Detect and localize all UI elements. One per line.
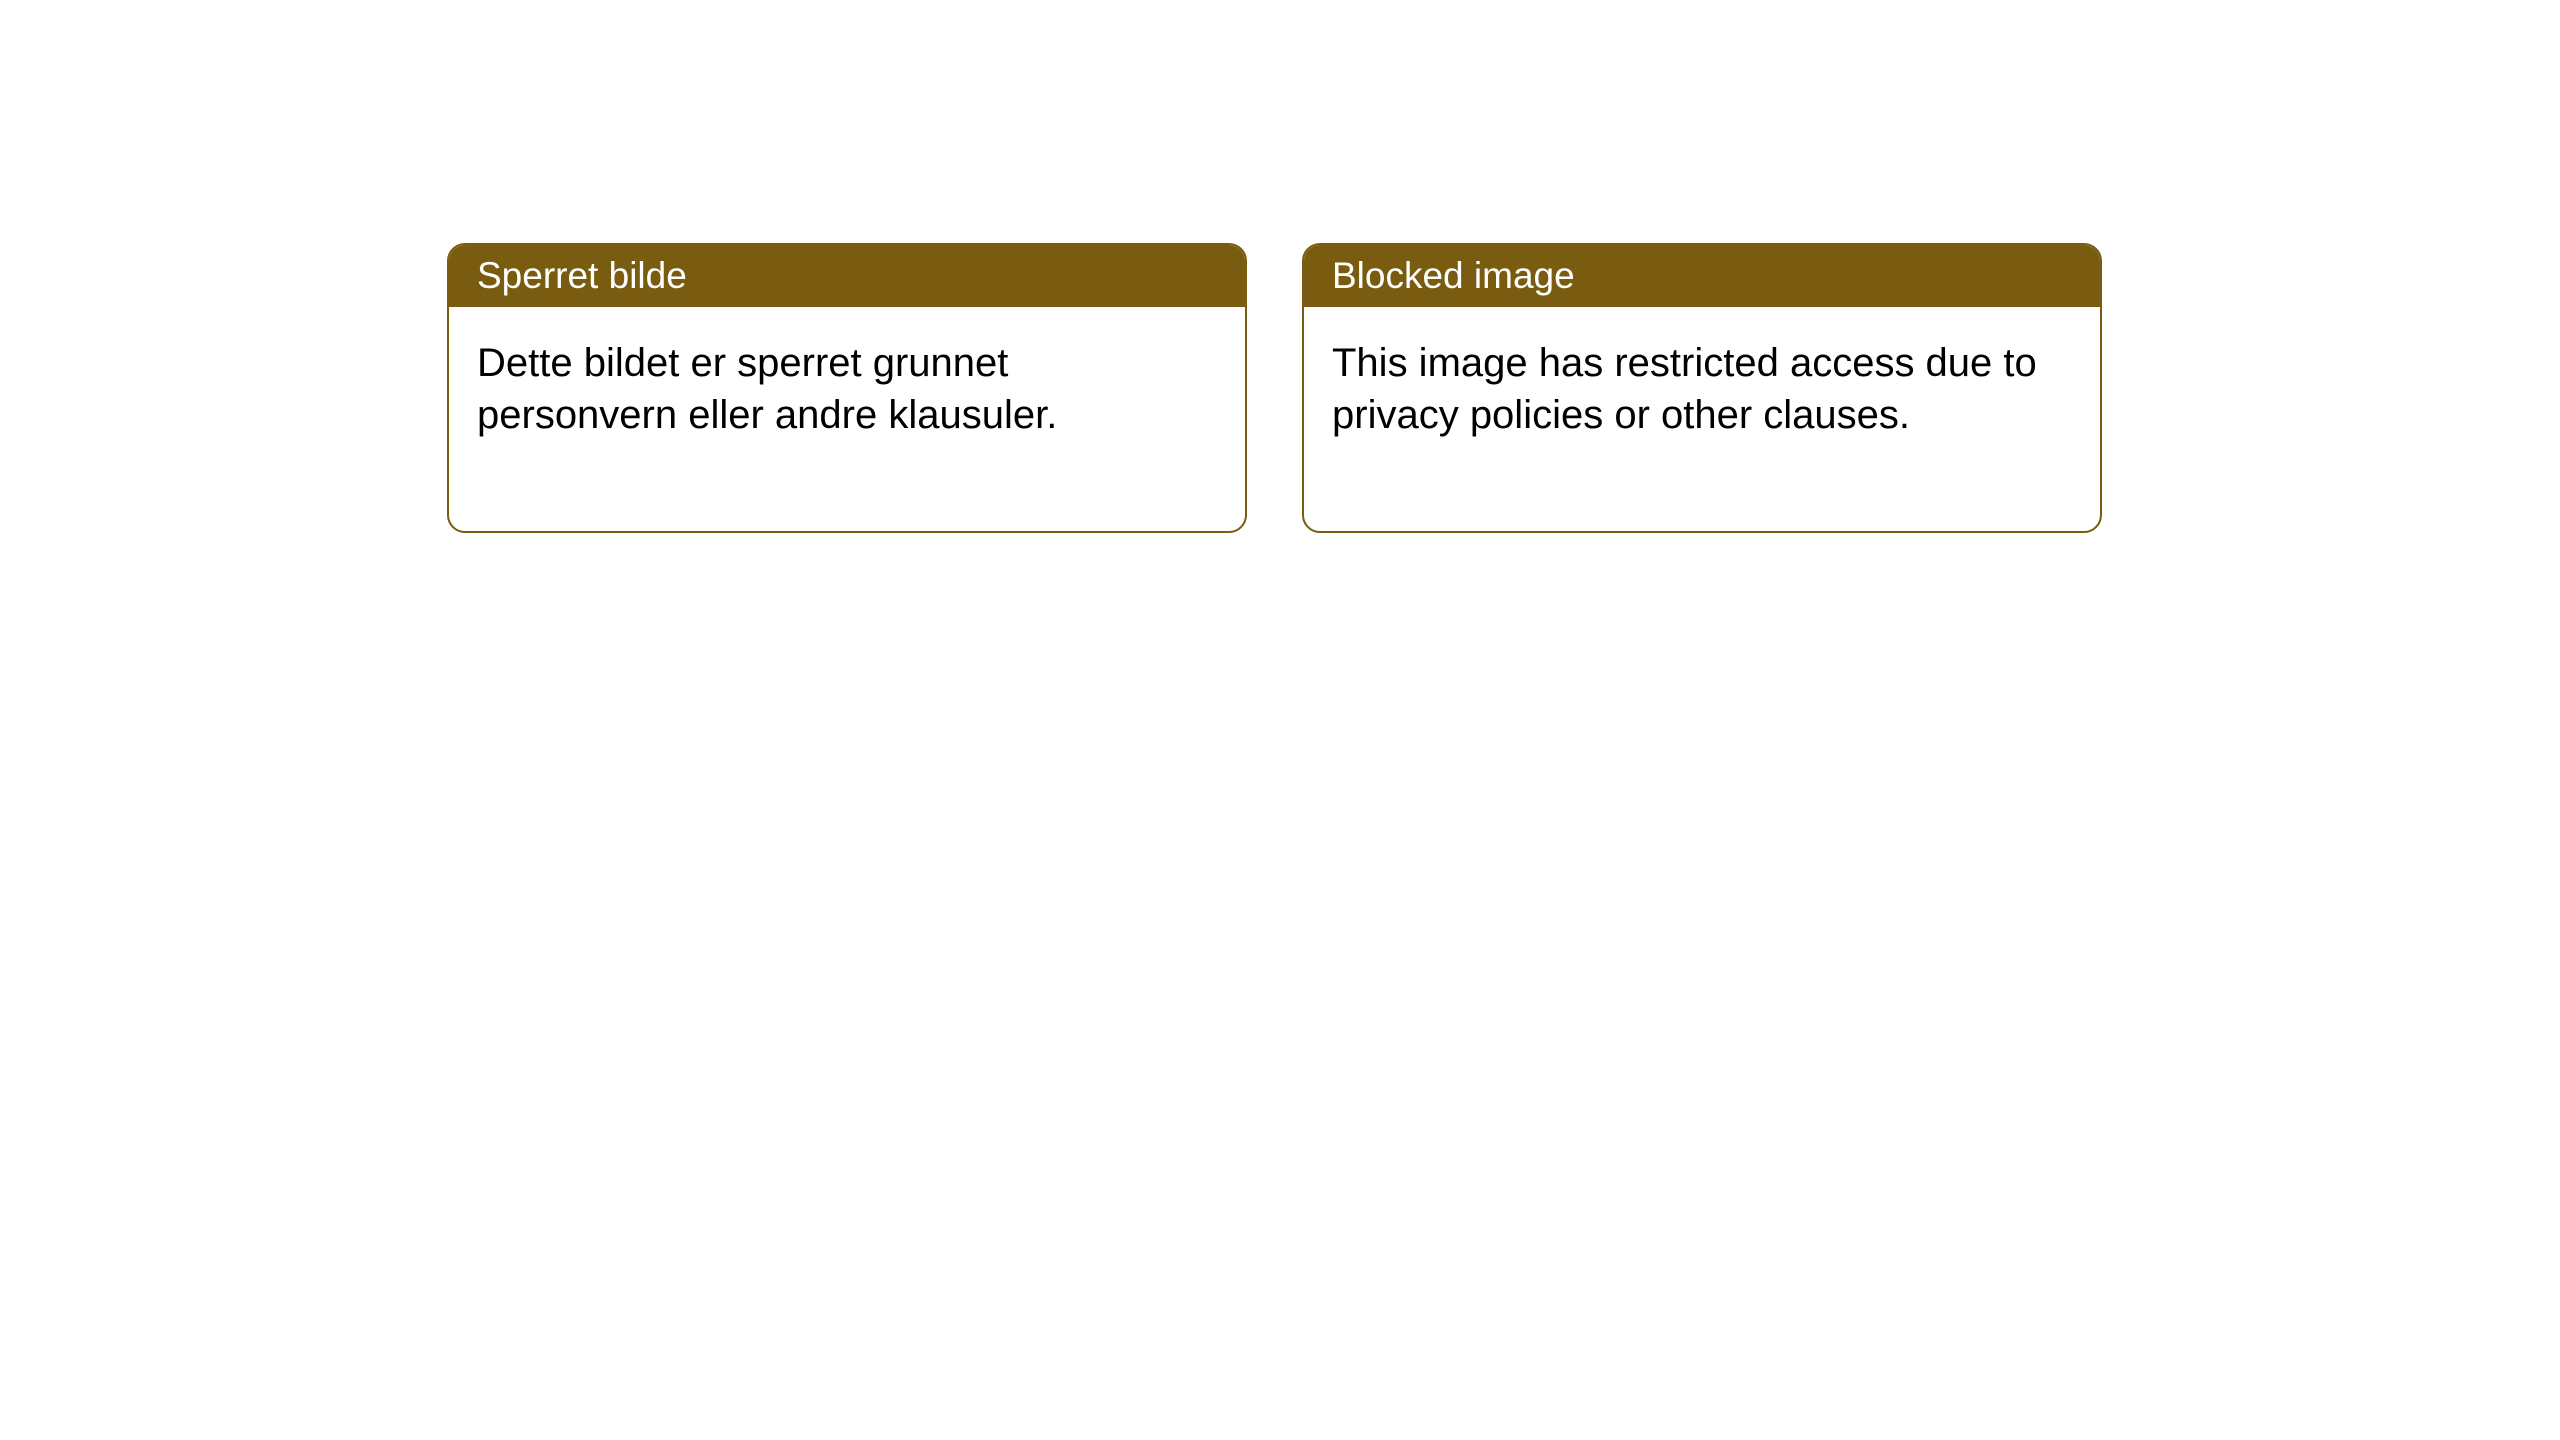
card-title: Blocked image	[1332, 255, 1575, 296]
blocked-image-card-en: Blocked image This image has restricted …	[1302, 243, 2102, 533]
card-header: Sperret bilde	[449, 245, 1245, 307]
card-body: Dette bildet er sperret grunnet personve…	[449, 307, 1245, 531]
card-body-text: This image has restricted access due to …	[1332, 341, 2037, 437]
card-body-text: Dette bildet er sperret grunnet personve…	[477, 341, 1057, 437]
blocked-image-card-no: Sperret bilde Dette bildet er sperret gr…	[447, 243, 1247, 533]
cards-container: Sperret bilde Dette bildet er sperret gr…	[447, 243, 2102, 533]
card-title: Sperret bilde	[477, 255, 687, 296]
card-header: Blocked image	[1304, 245, 2100, 307]
card-body: This image has restricted access due to …	[1304, 307, 2100, 531]
